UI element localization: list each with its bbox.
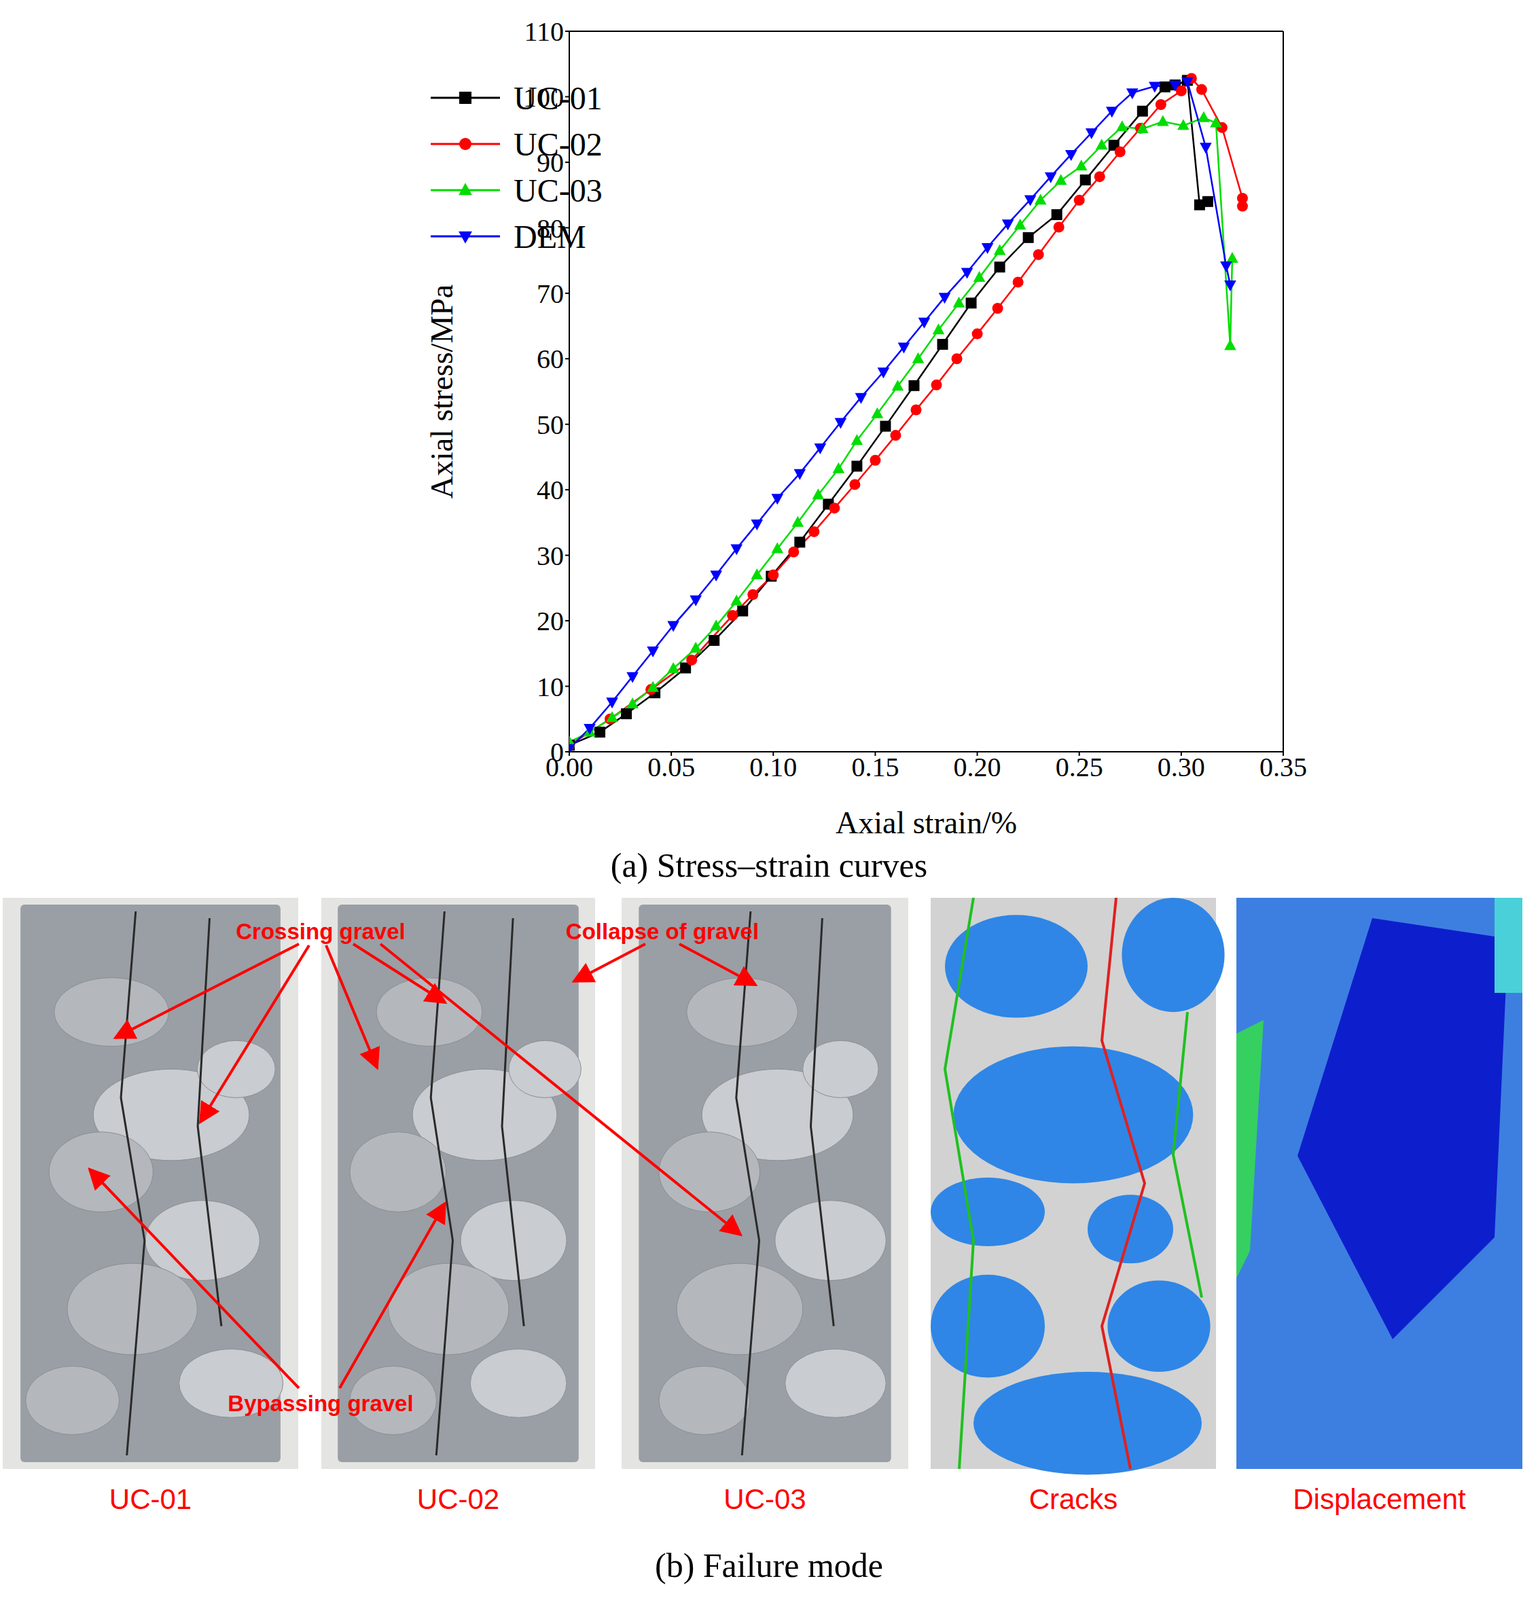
svg-text:Axial strain/%: Axial strain/% — [835, 805, 1017, 841]
svg-text:0.20: 0.20 — [953, 752, 1002, 783]
svg-text:0.10: 0.10 — [749, 752, 797, 783]
svg-text:(b) Failure mode: (b) Failure mode — [654, 1546, 884, 1585]
svg-text:30: 30 — [536, 540, 564, 572]
svg-text:UC-03: UC-03 — [723, 1483, 806, 1516]
svg-text:Collapse of gravel: Collapse of gravel — [565, 919, 759, 945]
svg-text:110: 110 — [523, 16, 564, 47]
svg-text:0.15: 0.15 — [851, 752, 899, 783]
svg-text:Displacement: Displacement — [1292, 1483, 1466, 1516]
svg-text:100: 100 — [523, 82, 564, 113]
svg-text:90: 90 — [536, 147, 564, 178]
svg-text:0.35: 0.35 — [1259, 752, 1308, 783]
svg-text:0: 0 — [550, 737, 564, 768]
svg-text:10: 10 — [536, 671, 564, 703]
svg-text:Crossing gravel: Crossing gravel — [235, 919, 405, 945]
svg-text:20: 20 — [536, 605, 564, 637]
svg-text:40: 40 — [536, 474, 564, 506]
svg-text:60: 60 — [536, 343, 564, 375]
svg-text:0.30: 0.30 — [1157, 752, 1206, 783]
svg-text:70: 70 — [536, 278, 564, 310]
svg-text:50: 50 — [536, 409, 564, 441]
svg-text:Cracks: Cracks — [1029, 1483, 1119, 1516]
svg-text:0.05: 0.05 — [647, 752, 695, 783]
svg-text:UC-02: UC-02 — [417, 1483, 500, 1516]
svg-text:0.25: 0.25 — [1055, 752, 1104, 783]
svg-text:UC-01: UC-01 — [109, 1483, 192, 1516]
svg-text:Axial stress/MPa: Axial stress/MPa — [424, 284, 460, 500]
svg-text:Bypassing gravel: Bypassing gravel — [227, 1391, 414, 1417]
svg-text:80: 80 — [536, 213, 564, 244]
